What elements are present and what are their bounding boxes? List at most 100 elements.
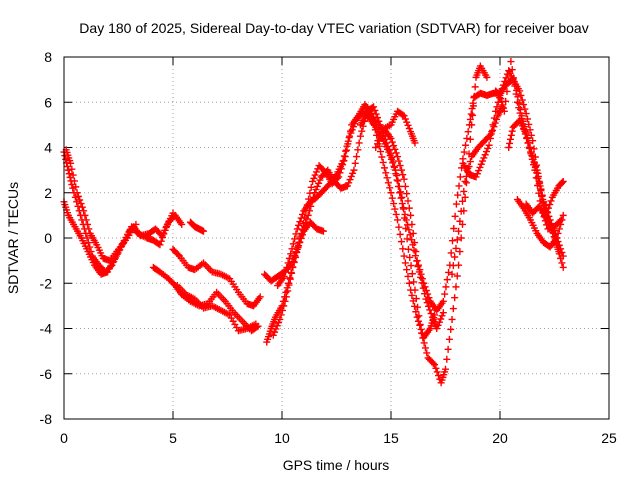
- data-point: [272, 325, 280, 333]
- data-point: [473, 170, 481, 178]
- data-point: [513, 98, 521, 106]
- data-point: [531, 163, 539, 171]
- data-point: [535, 180, 543, 188]
- data-point: [408, 270, 416, 278]
- data-point: [539, 199, 547, 207]
- data-point: [559, 263, 567, 271]
- data-point: [271, 328, 279, 336]
- data-point: [432, 364, 440, 372]
- data-point: [546, 201, 554, 209]
- data-point: [499, 101, 507, 109]
- data-point: [389, 159, 397, 167]
- data-point: [63, 163, 71, 171]
- data-point: [269, 331, 277, 339]
- data-point: [288, 269, 296, 277]
- data-point: [495, 91, 503, 99]
- data-point: [275, 319, 283, 327]
- data-point: [507, 58, 515, 66]
- data-point: [482, 148, 490, 156]
- data-point: [448, 270, 456, 278]
- data-point: [313, 182, 321, 190]
- data-point: [479, 157, 487, 165]
- data-point: [459, 197, 467, 205]
- data-point: [64, 166, 72, 174]
- data-point: [400, 112, 408, 120]
- data-point: [379, 158, 387, 166]
- data-point: [462, 141, 470, 149]
- data-point: [395, 223, 403, 231]
- data-point: [405, 226, 413, 234]
- data-point: [483, 73, 491, 81]
- data-point: [375, 136, 383, 144]
- data-point: [276, 315, 284, 323]
- y-tick-label: 0: [44, 230, 52, 246]
- data-point: [522, 110, 530, 118]
- data-point: [544, 204, 552, 212]
- data-point: [463, 134, 471, 142]
- data-point: [555, 225, 563, 233]
- data-point: [502, 97, 510, 105]
- data-point: [552, 239, 560, 247]
- data-point: [310, 174, 318, 182]
- data-point: [347, 172, 355, 180]
- data-point: [484, 144, 492, 152]
- x-tick-label: 5: [169, 430, 177, 446]
- data-point: [450, 224, 458, 232]
- data-point: [559, 252, 567, 260]
- data-point: [547, 197, 555, 205]
- data-point: [378, 153, 386, 161]
- data-point: [307, 183, 315, 191]
- data-point: [512, 90, 520, 98]
- data-point: [399, 111, 407, 119]
- data-point: [403, 266, 411, 274]
- data-point: [390, 163, 398, 171]
- data-point: [386, 152, 394, 160]
- data-point: [273, 322, 281, 330]
- y-tick-label: 4: [44, 140, 52, 156]
- data-point: [453, 236, 461, 244]
- data-point: [452, 283, 460, 291]
- data-point: [443, 355, 451, 363]
- data-point: [493, 115, 501, 123]
- data-point: [462, 172, 470, 180]
- data-point: [392, 149, 400, 157]
- data-point: [283, 263, 291, 271]
- data-point: [385, 148, 393, 156]
- data-point: [373, 131, 381, 139]
- data-point: [429, 359, 437, 367]
- data-point: [394, 177, 402, 185]
- data-point: [407, 262, 415, 270]
- data-point: [461, 177, 469, 185]
- y-tick-label: -8: [40, 411, 53, 427]
- data-point: [460, 187, 468, 195]
- data-point: [349, 169, 357, 177]
- data-point: [445, 335, 453, 343]
- y-tick-label: 8: [44, 49, 52, 65]
- data-point: [555, 248, 563, 256]
- data-point: [388, 138, 396, 146]
- data-point: [390, 200, 398, 208]
- data-point: [397, 166, 405, 174]
- data-point: [160, 230, 168, 238]
- data-point: [520, 101, 528, 109]
- data-point: [406, 253, 414, 261]
- y-axis-label: SDTVAR / TECUs: [5, 182, 21, 294]
- data-point: [311, 171, 319, 179]
- data-point: [409, 229, 417, 237]
- data-point: [407, 211, 415, 219]
- data-point: [290, 258, 298, 266]
- data-point: [281, 268, 289, 276]
- data-point: [298, 226, 306, 234]
- data-point: [252, 320, 260, 328]
- data-point: [559, 177, 567, 185]
- data-point: [281, 297, 289, 305]
- data-point: [358, 127, 366, 135]
- data-point: [408, 220, 416, 228]
- data-series: [62, 146, 140, 265]
- data-point: [346, 132, 354, 140]
- data-point: [412, 248, 420, 256]
- data-point: [84, 239, 92, 247]
- data-point: [309, 177, 317, 185]
- data-point: [295, 221, 303, 229]
- data-point: [370, 103, 378, 111]
